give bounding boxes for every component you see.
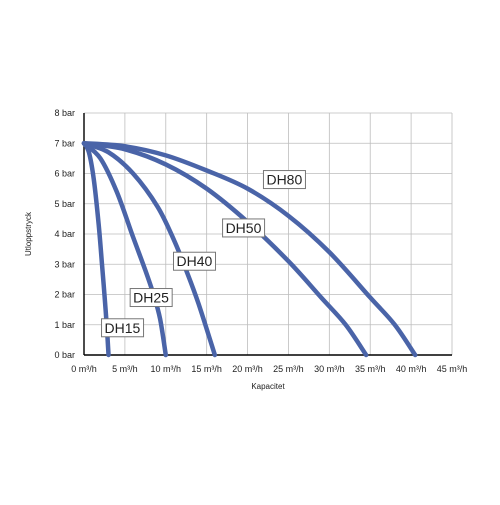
x-tick-label: 5 m³/h: [112, 364, 138, 374]
x-tick-label: 35 m³/h: [355, 364, 386, 374]
curve-label-dh15: DH15: [101, 318, 145, 338]
curve-label-box: [173, 251, 217, 271]
curve-label-box: [222, 218, 266, 238]
axes: [83, 113, 452, 356]
curve-label-text: DH50: [226, 220, 262, 236]
curve-label-dh80: DH80: [262, 170, 306, 190]
curve-label-dh50: DH50: [222, 218, 266, 238]
y-tick-label: 5 bar: [54, 199, 75, 209]
y-axis-title: Utloppstryck: [24, 211, 33, 256]
series-line-dh80: [81, 141, 418, 358]
curve-label-text: DH80: [266, 172, 302, 188]
curve-label-text: DH40: [177, 253, 213, 269]
y-tick-label: 6 bar: [54, 169, 75, 179]
y-tick-label: 4 bar: [54, 229, 75, 239]
curve-label-dh40: DH40: [173, 251, 217, 271]
curve-label-text: DH25: [133, 290, 169, 306]
y-tick-label: 3 bar: [54, 259, 75, 269]
x-tick-label: 0 m³/h: [71, 364, 97, 374]
series-line-dh25: [81, 141, 169, 358]
y-tick-label: 8 bar: [54, 108, 75, 118]
curve-label-text: DH15: [105, 320, 141, 336]
curve-label-box: [262, 170, 306, 190]
y-tick-label: 0 bar: [54, 350, 75, 360]
y-tick-label: 2 bar: [54, 290, 75, 300]
series-line-dh40: [81, 141, 218, 358]
curve-label-box: [129, 288, 173, 308]
x-tick-label: 40 m³/h: [396, 364, 427, 374]
curve-labels: DH80 DH50 DH40 DH25 DH15: [101, 170, 306, 338]
x-tick-label: 15 m³/h: [191, 364, 222, 374]
x-axis-title: Kapacitet: [251, 382, 285, 391]
x-tick-label: 10 m³/h: [151, 364, 182, 374]
x-tick-label: 25 m³/h: [273, 364, 304, 374]
y-tick-label: 1 bar: [54, 320, 75, 330]
y-tick-label: 7 bar: [54, 138, 75, 148]
x-tick-label: 45 m³/h: [437, 364, 468, 374]
series-lines: [81, 141, 418, 358]
curve-label-box: [101, 318, 145, 338]
tick-labels: 0 m³/h 5 m³/h 10 m³/h 15 m³/h 20 m³/h 25 m³/h…: [54, 108, 467, 374]
x-tick-label: 30 m³/h: [314, 364, 345, 374]
curve-label-dh25: DH25: [129, 288, 173, 308]
x-tick-label: 20 m³/h: [232, 364, 263, 374]
